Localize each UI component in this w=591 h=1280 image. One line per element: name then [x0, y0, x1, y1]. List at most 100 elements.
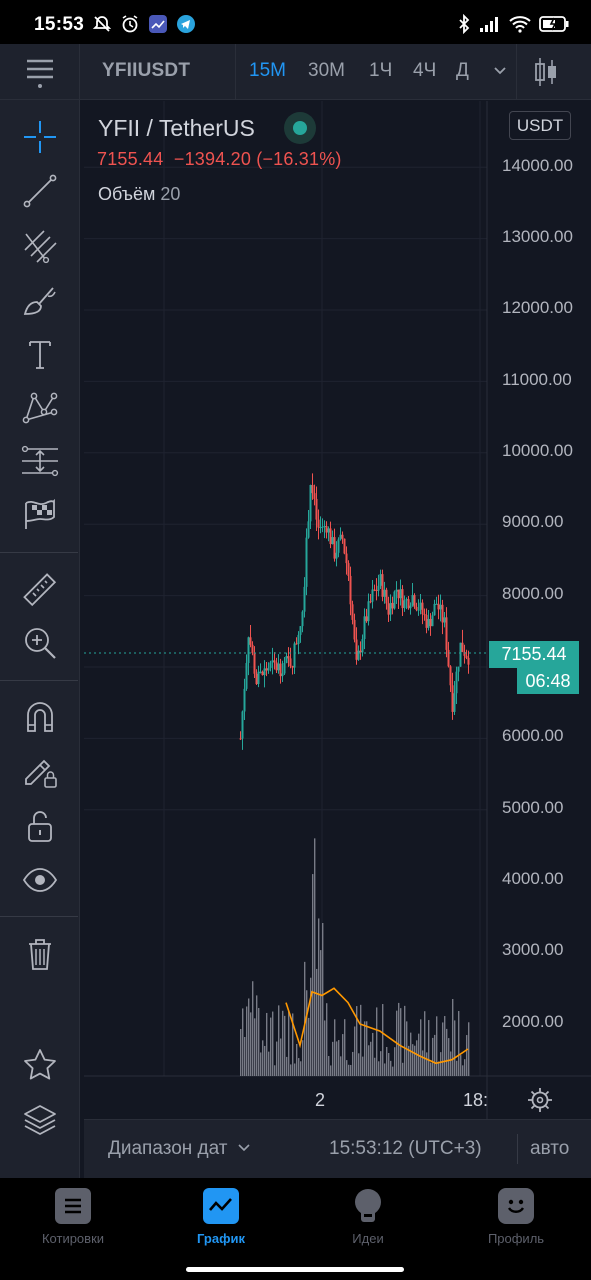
volume-bar	[326, 1003, 328, 1076]
date-range-button[interactable]: Диапазон дат	[108, 1138, 251, 1160]
fib-tool[interactable]	[20, 226, 60, 266]
y-tick: 11000.00	[502, 370, 572, 389]
volume-bar	[244, 1037, 246, 1076]
remove-drawings-tool[interactable]	[20, 934, 60, 974]
volume-bar	[398, 1002, 400, 1076]
auto-scale-button[interactable]: авто	[530, 1138, 570, 1159]
candle-body	[295, 643, 298, 645]
status-time: 15:53	[34, 14, 85, 35]
candle-type-icon[interactable]	[533, 56, 559, 88]
candle-body	[343, 538, 346, 554]
candle-body	[255, 673, 258, 685]
candle-body	[275, 662, 278, 671]
volume-bar	[416, 1040, 418, 1076]
volume-bar	[302, 1040, 304, 1076]
candle-body	[263, 668, 266, 676]
volume-bar	[372, 1032, 374, 1076]
telegram-icon	[177, 15, 195, 33]
timeframe-15m[interactable]: 15M	[249, 60, 286, 81]
unlock-tool[interactable]	[20, 806, 60, 846]
menu-icon	[26, 59, 53, 88]
y-tick: 8000.00	[502, 584, 564, 603]
eye-icon	[22, 868, 58, 892]
candle-body	[315, 498, 318, 520]
volume-bar	[276, 1041, 278, 1076]
text-tool[interactable]	[20, 334, 60, 374]
candle-body	[309, 484, 312, 522]
candle-body	[323, 525, 326, 527]
nav-quotes-label: Котировки	[41, 1231, 105, 1246]
y-tick: 3000.00	[502, 940, 564, 959]
y-tick: 14000.00	[502, 156, 573, 175]
candle-body	[419, 602, 422, 610]
nav-quotes[interactable]: Котировки	[13, 1188, 133, 1246]
x-tick: 18:	[463, 1090, 489, 1110]
volume-bar	[286, 1056, 288, 1076]
flag-tool[interactable]	[20, 495, 60, 535]
chart-icon	[203, 1188, 239, 1224]
candle-body	[393, 591, 396, 609]
volume-bar	[380, 1051, 382, 1076]
candle-body	[327, 528, 330, 533]
candle-body	[397, 589, 400, 599]
candle-body	[281, 673, 284, 677]
candle-body	[395, 589, 398, 592]
legend-volume[interactable]: Объём 20	[98, 184, 180, 205]
candle-body	[413, 595, 416, 607]
volume-bar	[320, 950, 322, 1076]
candle-body	[437, 603, 440, 610]
candle-body	[245, 662, 248, 689]
timeframe-4h[interactable]: 4Ч	[413, 60, 437, 81]
candle-body	[401, 589, 404, 609]
candle-body	[459, 642, 462, 667]
measure-range-tool[interactable]	[20, 441, 60, 481]
ruler-tool[interactable]	[20, 570, 60, 610]
market-status-indicator[interactable]	[284, 112, 316, 144]
menu-button[interactable]	[0, 44, 80, 100]
candle-body	[259, 671, 262, 673]
timeframe-1h[interactable]: 1Ч	[369, 60, 393, 81]
nav-profile[interactable]: Профиль	[456, 1188, 576, 1246]
candle-body	[427, 618, 430, 628]
date-range-label: Диапазон дат	[108, 1138, 228, 1159]
volume-bar	[354, 1026, 356, 1076]
timeframe-day[interactable]: Д	[456, 60, 469, 81]
pattern-tool[interactable]	[20, 388, 60, 428]
volume-bar	[284, 1015, 286, 1076]
candle-body	[453, 693, 456, 712]
zoom-tool[interactable]	[20, 623, 60, 663]
timezone-clock[interactable]: 15:53:12 (UTC+3)	[329, 1138, 482, 1159]
crosshair-tool[interactable]	[20, 117, 60, 157]
brush-tool[interactable]	[20, 280, 60, 320]
list-icon	[55, 1188, 91, 1224]
chevron-down-icon[interactable]	[492, 62, 508, 78]
candle-body	[443, 617, 446, 623]
chart-grid	[84, 101, 487, 1076]
trend-line-tool[interactable]	[20, 171, 60, 211]
favorites-tool[interactable]	[20, 1045, 60, 1085]
candle-body	[439, 604, 442, 610]
nav-chart[interactable]: График	[161, 1188, 281, 1246]
candle-body	[389, 602, 392, 615]
chart-area[interactable]: YFII / TetherUS 7155.44 −1394.20 (−16.31…	[84, 101, 591, 1119]
volume-bar	[268, 1051, 270, 1076]
candle-body	[467, 657, 470, 665]
y-tick: 5000.00	[502, 798, 564, 817]
candle-body	[379, 574, 382, 586]
candle-body	[433, 603, 436, 616]
price-chart[interactable]	[84, 101, 591, 1119]
symbol-selector[interactable]: YFIIUSDT	[102, 60, 191, 81]
layers-tool[interactable]	[20, 1100, 60, 1140]
toolbar-divider	[235, 44, 236, 100]
volume-bar	[338, 1040, 340, 1076]
volume-bar	[456, 1060, 458, 1076]
chart-settings-icon[interactable]	[527, 1087, 553, 1113]
currency-button[interactable]: USDT	[509, 111, 571, 140]
magnet-tool[interactable]	[20, 697, 60, 737]
lock-drawings-tool[interactable]	[20, 751, 60, 791]
hide-drawings-tool[interactable]	[20, 860, 60, 900]
y-tick: 13000.00	[502, 227, 573, 246]
candle-body	[403, 600, 406, 609]
timeframe-30m[interactable]: 30M	[308, 60, 345, 81]
nav-ideas[interactable]: Идеи	[308, 1188, 428, 1246]
